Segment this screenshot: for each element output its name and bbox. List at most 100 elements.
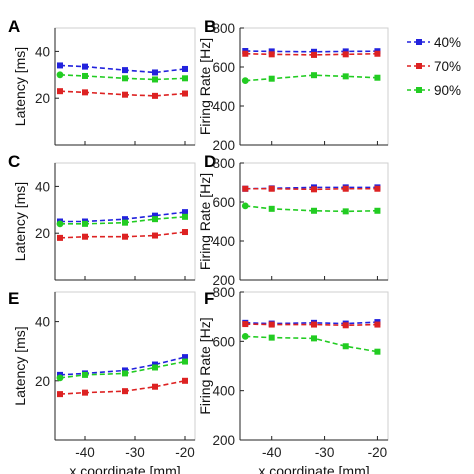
data-point [152,364,158,371]
plot-frame [239,27,389,146]
y-tick-label: 400 [212,234,235,249]
x-axis-label: x coordinate [mm] [69,463,180,474]
data-point [268,51,275,58]
data-point [122,219,128,226]
legend-marker [416,39,422,45]
panel-letter: C [8,152,20,171]
plot-frame [54,291,196,441]
data-point [268,75,275,82]
series-70pct [57,88,188,99]
data-point [342,322,349,329]
data-point [374,348,381,355]
data-point [57,62,63,69]
data-point [152,76,158,83]
series-70pct [57,229,188,241]
y-axis-label: Firing Rate [Hz] [197,173,213,270]
data-point [242,321,249,328]
y-tick-label: 20 [35,374,50,389]
data-point [152,92,158,99]
legend: 40% 70% 90% [407,35,461,98]
legend-marker [416,87,422,93]
x-tick-label: -30 [315,445,335,460]
y-tick-label: 800 [212,285,235,300]
x-tick-label: -30 [125,445,145,460]
plot-frame [239,162,389,281]
data-point [374,74,381,81]
data-point [342,73,349,80]
data-point [56,374,64,382]
series-70pct [242,185,381,193]
data-point [82,371,88,378]
panel-f: F 200 400 600 800 -40 -30 -20 Firing Rate [Hz] x … [197,285,389,474]
data-point [82,233,88,240]
data-point [374,50,381,57]
y-tick-label: 200 [212,138,235,153]
data-point [182,65,188,72]
series-90pct [241,72,381,85]
data-point [152,232,158,239]
y-tick-label: 40 [35,179,50,194]
data-point [342,343,349,350]
panel-letter: E [8,289,19,308]
data-point [311,321,317,328]
data-point [311,72,317,79]
y-tick-label: 400 [212,384,235,399]
y-tick-label: 200 [212,433,235,448]
data-point [57,234,63,241]
data-point [182,358,188,365]
data-point [241,77,249,85]
panel-b: B 200 400 600 800 Firing Rate [Hz] [197,17,389,153]
data-point [82,220,88,227]
data-point [56,220,64,228]
legend-label: 90% [434,83,461,98]
data-point [122,233,128,240]
y-tick-label: 400 [212,99,235,114]
data-point [311,48,317,55]
data-point [182,229,188,236]
y-tick-label: 600 [212,60,235,75]
x-tick-label: -40 [75,445,95,460]
plot-frame [54,27,196,146]
data-point [241,333,249,340]
data-point [311,186,317,193]
legend-label: 40% [434,35,461,50]
data-point [82,72,88,79]
y-axis-label: Latency [ms] [12,47,28,126]
data-point [82,389,88,396]
data-point [268,185,275,192]
data-point [56,71,64,79]
panel-letter: A [8,17,20,36]
panel-letter: D [204,152,216,171]
x-tick-label: -40 [262,445,282,460]
x-axis-label: x coordinate [mm] [258,463,369,474]
data-point [311,51,317,58]
data-point [374,207,381,214]
data-point [122,216,128,223]
data-point [122,75,128,82]
data-point [342,208,349,215]
panel-c: C 20 40 Latency [ms] [8,152,196,281]
data-point [182,354,188,361]
data-point [182,90,188,97]
y-tick-label: 800 [212,156,235,171]
series-90pct [56,71,188,83]
data-point [182,213,188,220]
panel-letter: B [204,17,216,36]
y-axis-label: Latency [ms] [12,182,28,261]
series-70pct [57,377,188,398]
legend-marker [416,63,422,69]
series-90pct [241,333,381,355]
data-point [268,205,275,212]
y-tick-label: 600 [212,334,235,349]
panel-e: E 20 40 -40 -30 -20 Latency [ms] x coordinate [… [8,289,196,474]
series-40pct [57,62,188,76]
y-axis-label: Latency [ms] [12,326,28,405]
y-tick-label: 20 [35,91,50,106]
data-point [242,185,249,192]
panel-letter: F [204,289,214,308]
data-point [374,321,381,328]
series-90pct [56,358,188,382]
legend-label: 70% [434,59,461,74]
y-axis-label: Firing Rate [Hz] [197,317,213,414]
